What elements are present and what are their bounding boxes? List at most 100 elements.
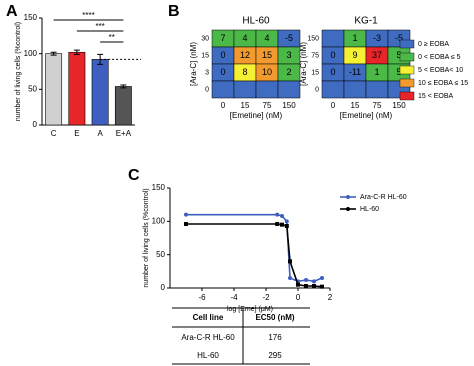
data-point xyxy=(275,212,280,217)
data-point xyxy=(284,224,289,228)
legend-swatch xyxy=(399,39,415,49)
heatmap-cell xyxy=(233,80,257,99)
x-tick-label: 0 xyxy=(331,101,336,110)
data-point xyxy=(280,214,284,218)
data-point xyxy=(304,284,308,288)
y-tick-label: 75 xyxy=(311,52,319,59)
data-point xyxy=(304,278,308,282)
x-tick-label: 150 xyxy=(392,101,406,110)
x-tick-label: 0 xyxy=(296,293,301,302)
legend-swatch xyxy=(399,52,415,62)
x-tick-label: 15 xyxy=(241,101,250,110)
x-tick-label: 75 xyxy=(263,101,272,110)
y-axis-label: number of living cells (%control) xyxy=(15,22,22,121)
table-cell: HL-60 xyxy=(197,351,219,360)
y-tick-label: 0 xyxy=(205,86,209,93)
x-tick-label: E+A xyxy=(116,129,132,138)
bar xyxy=(91,59,109,126)
heatmap-cell xyxy=(365,80,389,99)
heatmap-cell xyxy=(321,29,345,48)
data-point xyxy=(284,219,289,224)
cell-label: 3 xyxy=(286,50,291,60)
heatmap-cell xyxy=(277,80,301,99)
cell-label: 4 xyxy=(264,33,269,43)
table-header: EC50 (nM) xyxy=(255,313,294,322)
bar xyxy=(68,51,86,126)
legend-label: 0 < EOBA ≤ 5 xyxy=(418,54,461,61)
error-bar xyxy=(50,51,57,56)
y-tick-label: 0 xyxy=(315,86,319,93)
bar xyxy=(45,53,63,126)
table-cell: 176 xyxy=(268,333,282,342)
legend-marker xyxy=(346,207,350,211)
cell-label: 1 xyxy=(374,67,379,77)
cell-label: 0 xyxy=(330,67,335,77)
panel-label: A xyxy=(6,3,18,20)
y-tick-label: 50 xyxy=(28,84,37,93)
x-axis-label: log [Eme] (μM) xyxy=(227,306,273,313)
x-axis-label: [Emetine] (nM) xyxy=(230,111,283,120)
x-tick-label: E xyxy=(74,129,79,138)
x-tick-label: 150 xyxy=(282,101,296,110)
significance-label: ** xyxy=(109,33,115,42)
cell-label: 5 xyxy=(396,67,401,77)
y-tick-label: 100 xyxy=(24,49,38,58)
error-bar xyxy=(73,49,80,55)
table-cell: 295 xyxy=(268,351,282,360)
cell-label: -11 xyxy=(349,67,361,77)
x-tick-label: 0 xyxy=(221,101,226,110)
cell-label: 4 xyxy=(242,33,247,43)
heatmap-cell xyxy=(343,80,367,99)
data-point xyxy=(296,282,300,287)
x-tick-label: -6 xyxy=(198,293,206,302)
cell-label: 5 xyxy=(396,50,401,60)
y-tick-label: 0 xyxy=(161,283,166,292)
legend-label: 5 < EOBA< 10 xyxy=(418,67,463,74)
data-point xyxy=(312,279,316,284)
data-point xyxy=(280,222,284,227)
significance-label: *** xyxy=(95,22,104,31)
y-tick-label: 100 xyxy=(152,216,166,225)
series-line xyxy=(186,223,323,288)
y-tick-label: 15 xyxy=(311,69,319,76)
data-point xyxy=(320,276,324,280)
legend-swatch xyxy=(399,78,415,88)
panel-label: B xyxy=(168,3,180,20)
data-point xyxy=(184,212,188,217)
legend-label: HL-60 xyxy=(360,206,379,213)
y-tick-label: 50 xyxy=(156,250,165,259)
table-header: Cell line xyxy=(193,313,224,322)
data-point xyxy=(288,259,292,264)
legend-label: 0 ≥ EOBA xyxy=(418,41,449,48)
cell-label: -3 xyxy=(373,33,381,43)
x-tick-label: A xyxy=(97,129,103,138)
cell-label: 0 xyxy=(330,50,335,60)
legend-label: 15 < EOBA xyxy=(418,93,454,100)
y-tick-label: 0 xyxy=(33,120,38,129)
panel-label: C xyxy=(128,167,140,184)
cell-label: 12 xyxy=(240,50,250,60)
cell-label: 9 xyxy=(352,50,357,60)
x-tick-label: 15 xyxy=(351,101,360,110)
legend-label: 10 ≤ EOBA ≤ 15 xyxy=(418,80,468,87)
legend-label: Ara-C-R HL-60 xyxy=(360,194,407,201)
cell-label: 0 xyxy=(220,50,225,60)
cell-label: -5 xyxy=(395,33,403,43)
bar xyxy=(114,86,132,126)
heatmap-cell xyxy=(255,80,279,99)
y-axis-label: [Ara-C] (nM) xyxy=(189,42,198,86)
x-tick-label: 2 xyxy=(328,293,333,302)
cell-label: 15 xyxy=(262,50,272,60)
y-tick-label: 150 xyxy=(152,183,166,192)
y-axis-label: number of living cells (%control) xyxy=(143,188,150,287)
x-tick-label: 75 xyxy=(373,101,382,110)
data-point xyxy=(288,276,292,280)
cell-label: -5 xyxy=(285,33,293,43)
x-tick-label: -2 xyxy=(262,293,270,302)
y-tick-label: 30 xyxy=(201,35,209,42)
x-axis-label: [Emetine] (nM) xyxy=(340,111,393,120)
data-point xyxy=(320,284,324,289)
x-tick-label: C xyxy=(51,129,57,138)
cell-label: 0 xyxy=(220,67,225,77)
